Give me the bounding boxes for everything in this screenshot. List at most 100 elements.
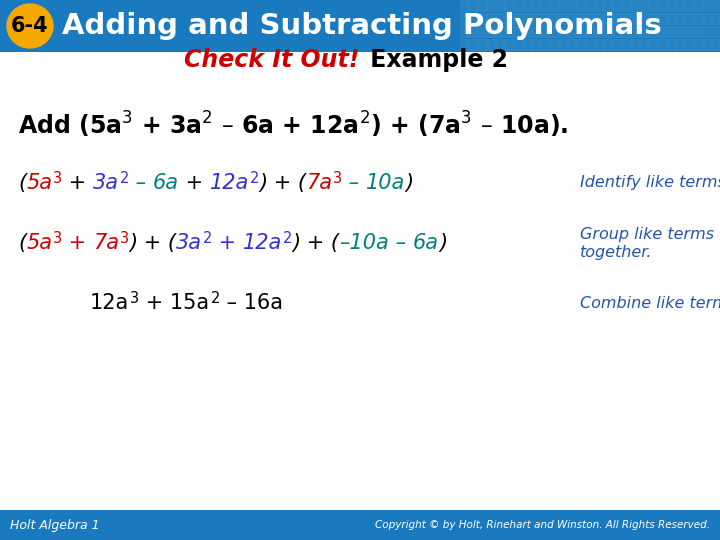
Bar xyxy=(631,13,639,24)
Bar xyxy=(694,26,702,37)
Text: $^3$: $^3$ xyxy=(52,173,63,193)
Bar xyxy=(577,39,585,50)
Bar xyxy=(694,39,702,50)
Bar xyxy=(586,26,594,37)
Bar xyxy=(568,26,576,37)
Text: 3a: 3a xyxy=(176,233,202,253)
Text: $^3$: $^3$ xyxy=(119,233,130,253)
Bar xyxy=(568,0,576,11)
Text: +: + xyxy=(179,173,210,193)
Bar xyxy=(649,26,657,37)
Bar xyxy=(676,26,684,37)
Bar xyxy=(595,26,603,37)
Bar xyxy=(559,26,567,37)
Text: 7a: 7a xyxy=(306,173,332,193)
Bar xyxy=(712,0,720,11)
Bar xyxy=(505,26,513,37)
Text: – 16a: – 16a xyxy=(220,293,283,313)
Text: 5a: 5a xyxy=(26,233,52,253)
Bar xyxy=(604,13,612,24)
Text: +: + xyxy=(212,233,243,253)
Text: 3a: 3a xyxy=(93,173,119,193)
Text: 6-4: 6-4 xyxy=(12,16,49,36)
Bar xyxy=(514,13,522,24)
Bar xyxy=(523,26,531,37)
Bar xyxy=(523,39,531,50)
Bar xyxy=(460,39,468,50)
Bar xyxy=(532,39,540,50)
Bar xyxy=(496,13,504,24)
Bar xyxy=(595,13,603,24)
Bar xyxy=(640,39,648,50)
Bar xyxy=(514,39,522,50)
Bar xyxy=(550,0,558,11)
Bar xyxy=(496,26,504,37)
Bar xyxy=(469,39,477,50)
Bar xyxy=(613,0,621,11)
Bar xyxy=(595,0,603,11)
Bar xyxy=(595,39,603,50)
Bar xyxy=(568,13,576,24)
Bar xyxy=(469,13,477,24)
Bar xyxy=(694,0,702,11)
Bar xyxy=(649,13,657,24)
Bar xyxy=(649,0,657,11)
Bar xyxy=(676,13,684,24)
Bar xyxy=(712,39,720,50)
Bar xyxy=(541,0,549,11)
Text: ) + (: ) + ( xyxy=(292,233,340,253)
Bar xyxy=(703,26,711,37)
Bar xyxy=(0,0,720,52)
Bar xyxy=(703,0,711,11)
Bar xyxy=(640,0,648,11)
Text: 7a: 7a xyxy=(93,233,119,253)
Text: Adding and Subtracting Polynomials: Adding and Subtracting Polynomials xyxy=(62,12,662,40)
Text: $^2$: $^2$ xyxy=(210,293,220,313)
Bar xyxy=(658,39,666,50)
Text: 12a: 12a xyxy=(210,173,249,193)
Bar xyxy=(550,26,558,37)
Text: 6a: 6a xyxy=(413,233,439,253)
Bar xyxy=(478,13,486,24)
Bar xyxy=(478,0,486,11)
Text: $^3$: $^3$ xyxy=(130,293,140,313)
Bar xyxy=(667,0,675,11)
Bar xyxy=(667,13,675,24)
Bar xyxy=(559,0,567,11)
Text: (: ( xyxy=(18,173,26,193)
Text: Add (5a$^3$ + 3a$^2$ – 6a + 12a$^2$) + (7a$^3$ – 10a).: Add (5a$^3$ + 3a$^2$ – 6a + 12a$^2$) + (… xyxy=(18,110,568,140)
Bar xyxy=(685,13,693,24)
Bar xyxy=(586,13,594,24)
Text: $^3$: $^3$ xyxy=(332,173,342,193)
Text: ): ) xyxy=(439,233,447,253)
Bar xyxy=(532,13,540,24)
Bar xyxy=(712,26,720,37)
Bar xyxy=(487,13,495,24)
Text: Copyright © by Holt, Rinehart and Winston. All Rights Reserved.: Copyright © by Holt, Rinehart and Winsto… xyxy=(375,520,710,530)
Bar xyxy=(622,39,630,50)
Bar xyxy=(505,0,513,11)
Bar xyxy=(703,39,711,50)
Bar xyxy=(541,26,549,37)
Bar xyxy=(622,0,630,11)
Bar xyxy=(514,26,522,37)
Bar xyxy=(523,0,531,11)
Text: ) + (: ) + ( xyxy=(130,233,176,253)
Bar xyxy=(685,39,693,50)
Bar xyxy=(523,13,531,24)
Text: (: ( xyxy=(18,233,26,253)
Bar xyxy=(649,39,657,50)
Text: $^2$: $^2$ xyxy=(282,233,292,253)
Text: $^3$: $^3$ xyxy=(52,233,63,253)
Bar xyxy=(496,39,504,50)
Bar xyxy=(559,13,567,24)
Bar xyxy=(505,39,513,50)
Bar xyxy=(487,0,495,11)
Bar xyxy=(568,39,576,50)
Text: Identify like terms.: Identify like terms. xyxy=(580,176,720,191)
Ellipse shape xyxy=(7,4,53,48)
Text: +: + xyxy=(63,173,93,193)
Bar xyxy=(586,39,594,50)
Bar xyxy=(613,26,621,37)
Text: 12a: 12a xyxy=(243,233,282,253)
